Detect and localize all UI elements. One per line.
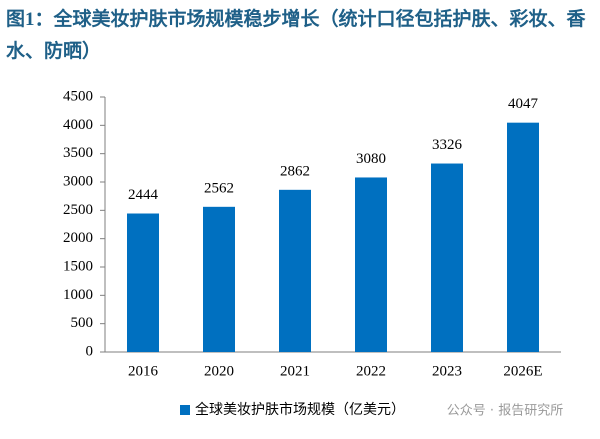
legend-label: 全球美妆护肤市场规模（亿美元）	[195, 401, 405, 418]
legend-swatch	[180, 405, 190, 415]
x-tick-label: 2020	[204, 363, 234, 379]
x-tick-label: 2023	[432, 363, 462, 379]
y-tick-label: 2000	[63, 230, 93, 246]
y-tick-label: 2500	[63, 202, 93, 218]
y-tick-label: 4500	[63, 88, 93, 104]
x-tick-label: 2016	[128, 363, 159, 379]
bar	[127, 213, 159, 352]
x-tick-label: 2026E	[503, 363, 542, 379]
chart-title: 图1：全球美妆护肤市场规模稳步增长（统计口径包括护肤、彩妆、香水、防晒）	[6, 9, 586, 62]
value-label: 3326	[432, 137, 463, 153]
x-tick-label: 2022	[356, 363, 386, 379]
value-label: 2562	[204, 180, 234, 196]
y-tick-label: 1500	[63, 258, 93, 274]
value-label: 4047	[508, 96, 539, 112]
x-tick-label: 2021	[280, 363, 310, 379]
y-tick-label: 3500	[63, 145, 93, 161]
y-tick-label: 4000	[63, 117, 93, 133]
y-tick-label: 3000	[63, 173, 93, 189]
value-label: 2444	[128, 187, 159, 203]
bar	[355, 177, 387, 352]
watermark: 公众号 · 报告研究所	[447, 404, 563, 419]
bar	[431, 163, 463, 352]
y-tick-label: 500	[71, 315, 94, 331]
value-label: 3080	[356, 151, 386, 167]
bar	[279, 189, 311, 352]
bar	[203, 206, 235, 352]
y-tick-label: 0	[86, 343, 94, 359]
y-tick-label: 1000	[63, 287, 93, 303]
bar	[507, 122, 539, 352]
value-label: 2862	[280, 163, 310, 179]
